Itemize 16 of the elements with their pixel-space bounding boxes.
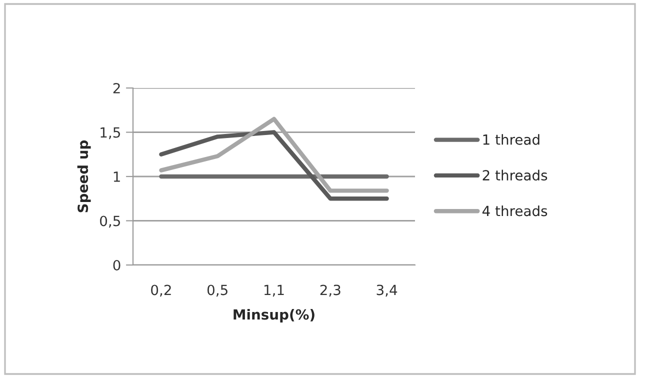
y-tick-label: 2 bbox=[113, 82, 120, 94]
line-series bbox=[159, 130, 389, 201]
legend-label: 2 threads bbox=[482, 170, 548, 181]
y-tick-label: 1 bbox=[114, 172, 120, 182]
y-tick-label: 0 bbox=[113, 260, 120, 270]
y-tick-label: 1,5 bbox=[100, 127, 120, 140]
y-tick-label: 0,5 bbox=[100, 216, 120, 228]
x-tick-label: 0,5 bbox=[207, 284, 228, 297]
legend-label: 1 thread bbox=[483, 134, 540, 145]
x-tick-label: 3,4 bbox=[376, 284, 398, 297]
x-axis-title: Minsup(%) bbox=[234, 308, 314, 322]
legend-label: 4 threads bbox=[482, 205, 548, 216]
x-tick-label: 0,2 bbox=[151, 284, 171, 297]
y-axis-title: Speed up bbox=[77, 140, 91, 212]
x-tick-label: 1,1 bbox=[264, 284, 284, 297]
x-tick-label: 2,3 bbox=[320, 284, 340, 297]
